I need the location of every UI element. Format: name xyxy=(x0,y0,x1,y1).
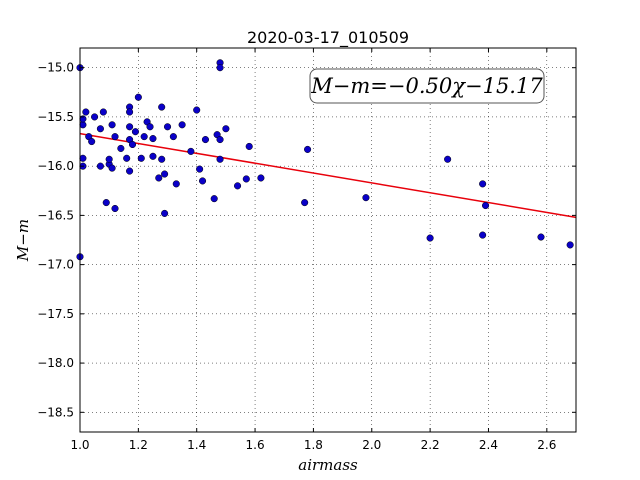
data-point xyxy=(102,199,110,207)
data-point xyxy=(161,209,169,217)
data-point xyxy=(96,125,104,133)
data-point xyxy=(91,113,99,121)
data-point xyxy=(479,231,487,239)
x-tick-label: 1.6 xyxy=(246,438,265,452)
data-point xyxy=(216,155,224,163)
x-tick-label: 2.2 xyxy=(421,438,440,452)
data-point xyxy=(88,137,96,146)
axis-ticks xyxy=(79,48,576,432)
data-point xyxy=(131,128,139,136)
x-tick-label: 1.0 xyxy=(70,438,89,452)
fit-line xyxy=(79,132,577,219)
y-tick-labels: −15.0 −15.5 −16.0 −16.5 −17.0 −17.5 −18.0 −18.5 xyxy=(37,61,74,420)
data-point xyxy=(79,121,87,129)
y-tick-label: −15.0 xyxy=(37,61,74,75)
x-tick-labels: 1.0 1.2 1.4 1.6 1.8 2.0 2.2 2.4 2.6 xyxy=(70,438,556,452)
plot-frame xyxy=(79,47,577,433)
data-point xyxy=(301,199,309,207)
data-point xyxy=(134,93,142,101)
data-point xyxy=(537,233,545,241)
data-point xyxy=(126,123,134,131)
fit-line-layer xyxy=(79,132,577,219)
y-tick-label: −17.5 xyxy=(37,307,74,321)
data-point xyxy=(128,140,137,149)
data-point xyxy=(479,180,487,188)
data-point xyxy=(222,125,230,133)
data-point xyxy=(82,108,90,116)
data-point xyxy=(123,154,131,162)
data-point xyxy=(234,182,242,190)
data-point xyxy=(105,155,113,163)
data-point xyxy=(140,133,148,141)
data-point xyxy=(126,167,134,175)
data-point xyxy=(216,64,224,72)
data-point xyxy=(158,155,166,163)
data-point xyxy=(187,147,195,155)
data-point xyxy=(108,121,116,129)
x-tick-label: 1.4 xyxy=(187,438,206,452)
y-tick-label: −15.5 xyxy=(37,110,74,124)
data-point xyxy=(216,136,224,144)
data-point xyxy=(126,108,134,116)
y-axis-label: M−m xyxy=(14,219,32,262)
data-point xyxy=(161,170,169,178)
data-point xyxy=(96,162,104,170)
data-point xyxy=(426,234,434,242)
data-point xyxy=(566,241,574,249)
annotation-text: M−m=−0.50χ−15.17 xyxy=(310,74,543,98)
data-point xyxy=(155,174,163,182)
chart-title: 2020-03-17_010509 xyxy=(247,28,409,48)
x-tick-label: 2.0 xyxy=(362,438,381,452)
data-point xyxy=(99,108,107,116)
data-point xyxy=(304,145,312,153)
y-tick-label: −18.5 xyxy=(37,405,74,419)
data-point xyxy=(482,201,490,210)
x-tick-label: 2.4 xyxy=(479,438,498,452)
data-point xyxy=(149,135,157,143)
data-points xyxy=(76,59,574,261)
data-point xyxy=(149,152,157,160)
data-point xyxy=(257,174,265,182)
y-tick-label: −18.0 xyxy=(37,356,74,370)
data-point xyxy=(169,133,177,141)
data-point xyxy=(178,121,186,129)
x-axis-label: airmass xyxy=(298,456,358,474)
data-point xyxy=(111,133,119,141)
data-point xyxy=(210,195,218,203)
plot-area xyxy=(80,48,576,432)
data-point xyxy=(158,103,166,111)
data-point xyxy=(245,142,253,151)
data-point xyxy=(172,180,180,188)
data-point xyxy=(163,123,172,131)
y-tick-label: −16.5 xyxy=(37,208,74,222)
data-point xyxy=(108,164,116,172)
data-point xyxy=(444,155,452,163)
annotation-box xyxy=(309,68,545,104)
x-tick-label: 1.2 xyxy=(129,438,148,452)
x-tick-label: 2.6 xyxy=(537,438,556,452)
y-tick-label: −17.0 xyxy=(37,258,74,272)
data-point xyxy=(79,154,87,162)
data-point xyxy=(201,136,210,144)
data-point xyxy=(146,123,154,131)
data-point xyxy=(111,204,119,213)
x-tick-label: 1.8 xyxy=(304,438,323,452)
data-point xyxy=(198,177,207,185)
data-point xyxy=(193,106,201,114)
data-point xyxy=(117,144,125,152)
fit-annotation: M−m=−0.50χ−15.17 xyxy=(309,68,545,104)
data-point xyxy=(137,154,145,162)
y-tick-label: −16.0 xyxy=(37,159,74,173)
data-point xyxy=(362,194,370,202)
data-point xyxy=(196,165,204,173)
data-point xyxy=(242,175,250,183)
